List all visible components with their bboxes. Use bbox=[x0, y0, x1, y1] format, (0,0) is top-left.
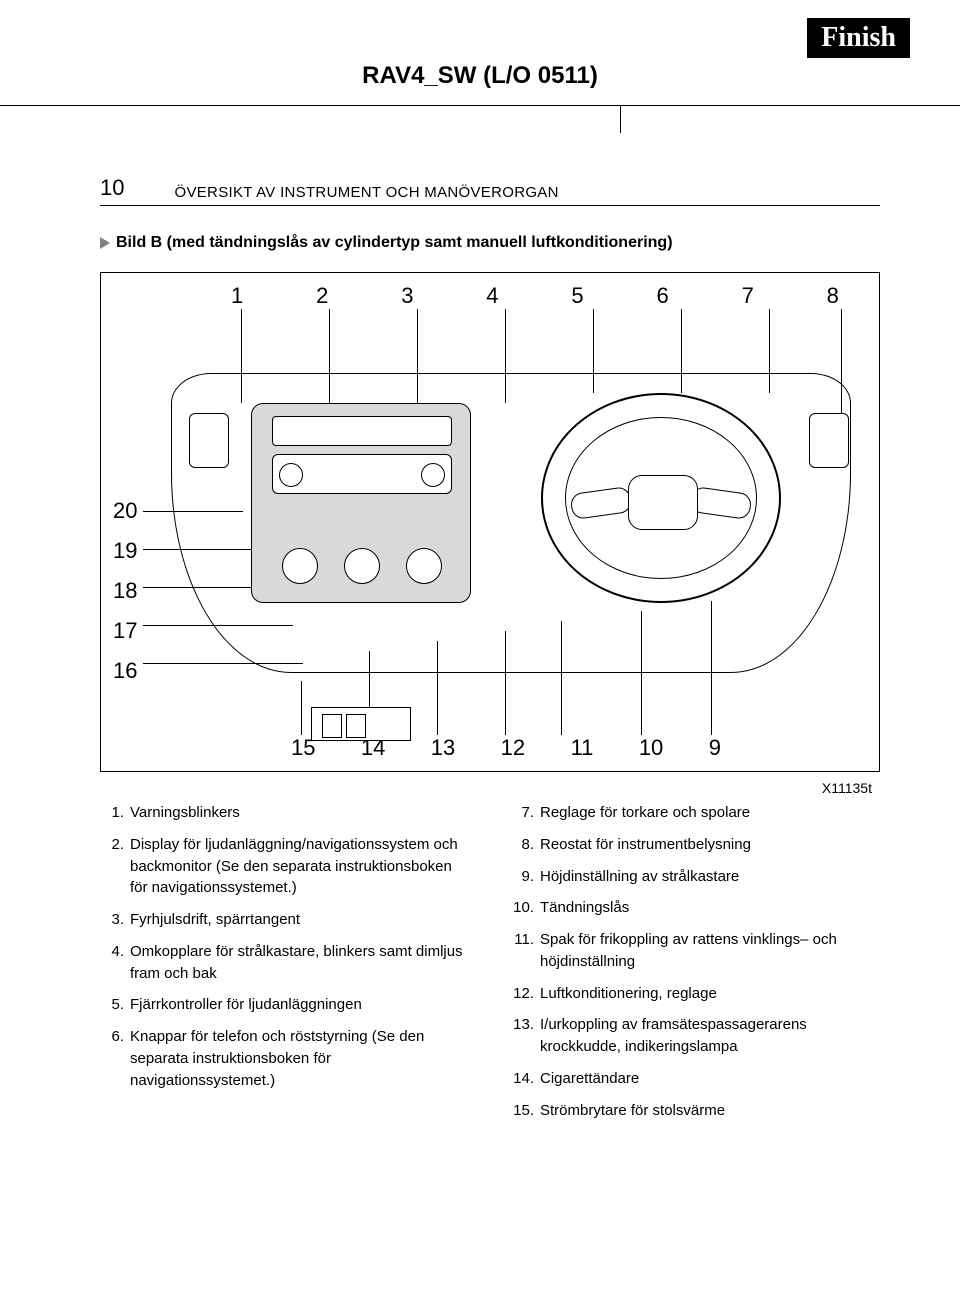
legend-item: 12. Luftkonditionering, reglage bbox=[510, 983, 880, 1005]
legend-item: 11.Spak för frikoppling av rattens vinkl… bbox=[510, 929, 880, 973]
callout-num: 8 bbox=[827, 283, 839, 309]
legend-number: 7. bbox=[510, 802, 534, 824]
legend-item: 4.Omkopplare för strålkastare, blinkers … bbox=[100, 941, 470, 985]
left-callouts: 20 19 18 17 16 bbox=[113, 498, 137, 684]
center-stack bbox=[251, 403, 471, 603]
steering-hub bbox=[628, 475, 698, 530]
legend-text: Strömbrytare för stolsvärme bbox=[540, 1100, 880, 1122]
callout-num: 20 bbox=[113, 498, 137, 524]
legend-text: Reostat för instrumentbelysning bbox=[540, 834, 880, 856]
legend-item: 2.Display för ljudanläggning/navigations… bbox=[100, 834, 470, 899]
legend-item: 8. Reostat för instrumentbelysning bbox=[510, 834, 880, 856]
callout-num: 19 bbox=[113, 538, 137, 564]
legend-text: Fjärrkontroller för ljudanläggningen bbox=[130, 994, 470, 1016]
subtitle: Bild B (med tändningslås av cylindertyp … bbox=[116, 234, 673, 252]
doc-id: RAV4_SW (L/O 0511) bbox=[362, 62, 598, 90]
leader-line bbox=[301, 681, 302, 735]
callout-num: 18 bbox=[113, 578, 137, 604]
callout-num: 11 bbox=[571, 735, 594, 761]
callout-num: 2 bbox=[316, 283, 328, 309]
legend-number: 15. bbox=[510, 1100, 534, 1122]
legend-number: 5. bbox=[100, 994, 124, 1016]
callout-num: 13 bbox=[431, 735, 455, 761]
knob bbox=[406, 548, 442, 584]
legend-text: Varningsblinkers bbox=[130, 802, 470, 824]
display-screen bbox=[272, 416, 452, 446]
callout-num: 16 bbox=[113, 658, 137, 684]
callout-num: 12 bbox=[501, 735, 525, 761]
callout-num: 5 bbox=[571, 283, 583, 309]
legend-number: 2. bbox=[100, 834, 124, 899]
legend-number: 14. bbox=[510, 1068, 534, 1090]
legend-col-left: 1. Varningsblinkers 2.Display för ljudanlä… bbox=[100, 802, 470, 1131]
legend-item: 13.I/urkoppling av framsätespassageraren… bbox=[510, 1014, 880, 1058]
legend-text: Höjdinställning av strålkastare bbox=[540, 866, 880, 888]
legend: 1. Varningsblinkers 2.Display för ljudanlä… bbox=[100, 802, 880, 1131]
legend-number: 10. bbox=[510, 897, 534, 919]
steering-wheel bbox=[541, 393, 781, 603]
callout-num: 3 bbox=[401, 283, 413, 309]
legend-text: Knappar för telefon och röststyrning (Se… bbox=[130, 1026, 470, 1091]
legend-number: 4. bbox=[100, 941, 124, 985]
callout-num: 6 bbox=[656, 283, 668, 309]
legend-text: Fyrhjulsdrift, spärrtangent bbox=[130, 909, 470, 931]
triangle-icon bbox=[100, 237, 110, 249]
legend-text: Reglage för torkare och spolare bbox=[540, 802, 880, 824]
subtitle-row: Bild B (med tändningslås av cylindertyp … bbox=[100, 234, 880, 252]
vent-left bbox=[189, 413, 229, 468]
legend-text: Omkopplare för strålkastare, blinkers sa… bbox=[130, 941, 470, 985]
legend-number: 3. bbox=[100, 909, 124, 931]
legend-text: Spak för frikoppling av rattens vinkling… bbox=[540, 929, 880, 973]
manual-page: Finish RAV4_SW (L/O 0511) 10 ÖVERSIKT AV… bbox=[0, 0, 960, 1308]
callout-num: 4 bbox=[486, 283, 498, 309]
spoke-left bbox=[569, 486, 632, 520]
legend-text: Tändningslås bbox=[540, 897, 880, 919]
legend-item: 3. Fyrhjulsdrift, spärrtangent bbox=[100, 909, 470, 931]
legend-item: 9. Höjdinställning av strålkastare bbox=[510, 866, 880, 888]
legend-text: Luftkonditionering, reglage bbox=[540, 983, 880, 1005]
legend-number: 12. bbox=[510, 983, 534, 1005]
vent-right bbox=[809, 413, 849, 468]
radio-unit bbox=[272, 454, 452, 494]
page-number: 10 bbox=[100, 175, 124, 201]
callout-num: 17 bbox=[113, 618, 137, 644]
content-area: 10 ÖVERSIKT AV INSTRUMENT OCH MANÖVERORG… bbox=[100, 175, 880, 1131]
legend-text: Cigarettändare bbox=[540, 1068, 880, 1090]
legend-text: I/urkoppling av framsätespassagerarens k… bbox=[540, 1014, 880, 1058]
spoke-right bbox=[689, 486, 752, 520]
callout-num: 7 bbox=[742, 283, 754, 309]
legend-number: 6. bbox=[100, 1026, 124, 1091]
lower-switches bbox=[311, 707, 411, 741]
dashboard-figure: 1 2 3 4 5 6 7 8 20 19 18 17 16 15 14 13 … bbox=[100, 272, 880, 772]
legend-number: 9. bbox=[510, 866, 534, 888]
legend-item: 7. Reglage för torkare och spolare bbox=[510, 802, 880, 824]
legend-item: 15. Strömbrytare för stolsvärme bbox=[510, 1100, 880, 1122]
legend-text: Display för ljudanläggning/navigationssy… bbox=[130, 834, 470, 899]
legend-item: 14. Cigarettändare bbox=[510, 1068, 880, 1090]
climate-knobs bbox=[282, 548, 442, 584]
legend-number: 13. bbox=[510, 1014, 534, 1058]
knob bbox=[282, 548, 318, 584]
callout-num: 9 bbox=[709, 735, 721, 761]
section-title: ÖVERSIKT AV INSTRUMENT OCH MANÖVERORGAN bbox=[174, 184, 558, 201]
figure-ref-id: X11135t bbox=[100, 780, 880, 796]
section-header: 10 ÖVERSIKT AV INSTRUMENT OCH MANÖVERORG… bbox=[100, 175, 880, 206]
legend-item: 6.Knappar för telefon och röststyrning (… bbox=[100, 1026, 470, 1091]
header-rule-tick bbox=[620, 105, 621, 133]
legend-number: 1. bbox=[100, 802, 124, 824]
callout-num: 10 bbox=[639, 735, 663, 761]
legend-col-right: 7. Reglage för torkare och spolare 8. Reost… bbox=[510, 802, 880, 1131]
top-callouts: 1 2 3 4 5 6 7 8 bbox=[231, 283, 839, 309]
finish-badge: Finish bbox=[807, 18, 910, 58]
legend-item: 5. Fjärrkontroller för ljudanläggningen bbox=[100, 994, 470, 1016]
callout-num: 1 bbox=[231, 283, 243, 309]
header-rule bbox=[0, 105, 960, 106]
legend-item: 10. Tändningslås bbox=[510, 897, 880, 919]
legend-item: 1. Varningsblinkers bbox=[100, 802, 470, 824]
legend-number: 8. bbox=[510, 834, 534, 856]
knob bbox=[344, 548, 380, 584]
legend-number: 11. bbox=[510, 929, 534, 973]
